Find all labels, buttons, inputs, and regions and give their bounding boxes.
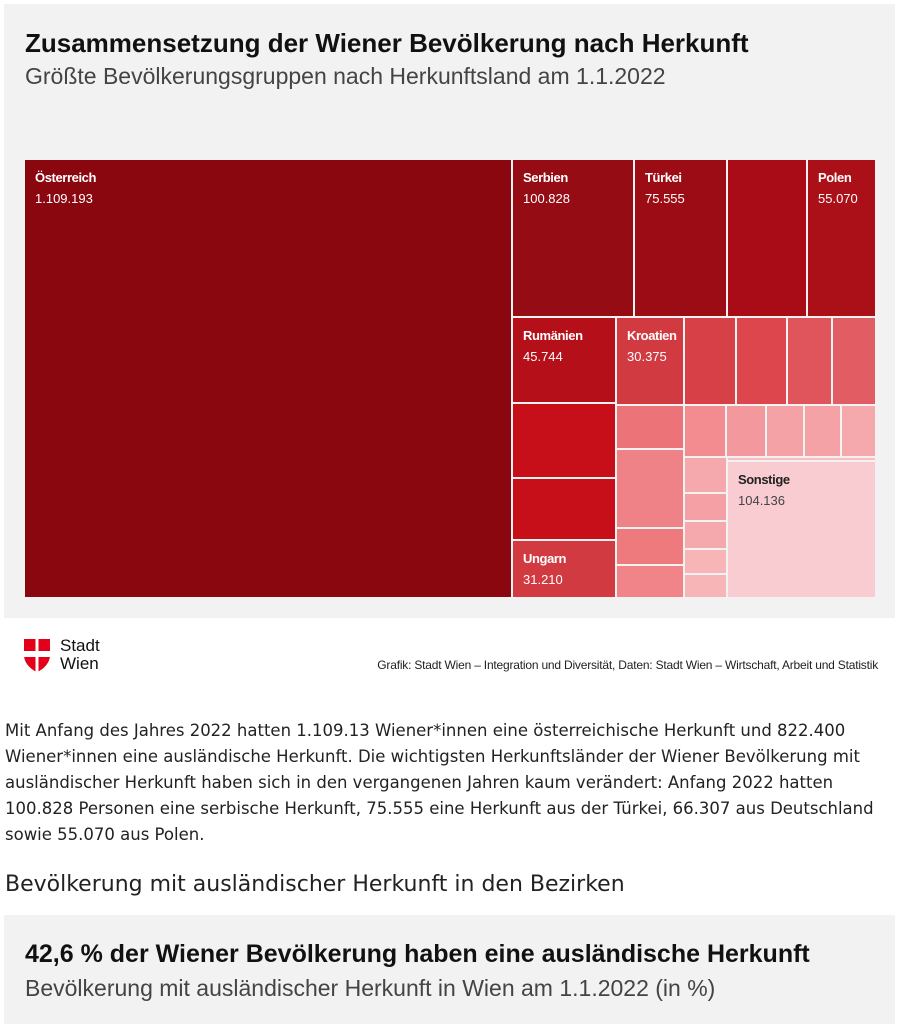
treemap-cell-4 — [513, 318, 615, 402]
treemap-cell — [833, 318, 875, 404]
cell-value: 1.109.193 — [35, 191, 93, 206]
cell-value: 100.828 — [523, 191, 570, 206]
treemap-cell — [617, 450, 683, 527]
treemap-cell — [805, 406, 840, 456]
cell-label: Rumänien — [523, 328, 583, 343]
treemap-cell-2 — [635, 160, 726, 316]
cell-label: Serbien — [523, 170, 568, 185]
treemap-cell — [617, 406, 683, 448]
treemap-cell — [685, 575, 726, 597]
treemap-cell-3 — [808, 160, 875, 316]
article-paragraph: Mit Anfang des Jahres 2022 hatten 1.109.… — [5, 721, 874, 844]
treemap-cell — [685, 318, 735, 404]
cell-value: 30.375 — [627, 349, 667, 364]
treemap-cell — [767, 406, 803, 456]
cell-label: Polen — [818, 170, 852, 185]
logo-line-2: Wien — [60, 654, 99, 673]
treemap-cell — [617, 566, 683, 597]
treemap-cell — [842, 406, 875, 456]
logo-wordmark: Stadt Wien — [60, 637, 100, 673]
cell-label: Österreich — [35, 170, 96, 185]
logo-line-1: Stadt — [60, 636, 100, 655]
chart-subtitle: Größte Bevölkerungsgruppen nach Herkunft… — [25, 63, 666, 89]
section-heading: Bevölkerung mit ausländischer Herkunft i… — [5, 872, 625, 897]
cell-value: 31.210 — [523, 572, 563, 587]
cell-value: 104.136 — [738, 493, 785, 508]
treemap-cell-5 — [617, 318, 683, 404]
cell-label: Kroatien — [627, 328, 677, 343]
treemap-cell — [513, 404, 615, 477]
treemap-cell — [788, 318, 831, 404]
treemap-cell — [737, 318, 786, 404]
treemap-cell — [685, 522, 726, 548]
treemap-chart: Österreich 1.109.193 Serbien 100.828 Türkei 7… — [25, 160, 875, 597]
stadt-wien-logo-icon — [24, 639, 50, 672]
chart-title: Zusammensetzung der Wiener Bevölkerung n… — [25, 28, 749, 58]
chart2-title: 42,6 % der Wiener Bevölkerung haben eine… — [25, 940, 810, 968]
treemap-cell — [685, 550, 726, 573]
cell-value: 55.070 — [818, 191, 858, 206]
logo-shield-divider — [35, 639, 39, 672]
cell-label: Sonstige — [738, 472, 790, 487]
treemap-cell — [728, 160, 806, 316]
chart2-subtitle: Bevölkerung mit ausländischer Herkunft i… — [25, 975, 716, 1001]
treemap-cell — [727, 406, 765, 456]
cell-value: 75.555 — [645, 191, 685, 206]
cell-label: Ungarn — [523, 551, 567, 566]
chart-source: Grafik: Stadt Wien – Integration und Div… — [377, 658, 878, 672]
cell-value: 45.744 — [523, 349, 563, 364]
cell-label: Türkei — [645, 170, 682, 185]
treemap-cell — [685, 458, 726, 492]
treemap-cell — [685, 406, 725, 456]
treemap-cell — [513, 479, 615, 539]
chart-card-2 — [4, 915, 895, 1024]
treemap-cell-1 — [513, 160, 633, 316]
treemap-cell-7 — [728, 462, 875, 597]
treemap-cell-6 — [513, 541, 615, 597]
treemap-cell-0 — [25, 160, 511, 597]
treemap-cell — [685, 494, 726, 520]
treemap-cell — [617, 529, 683, 564]
treemap-cell — [728, 458, 875, 460]
